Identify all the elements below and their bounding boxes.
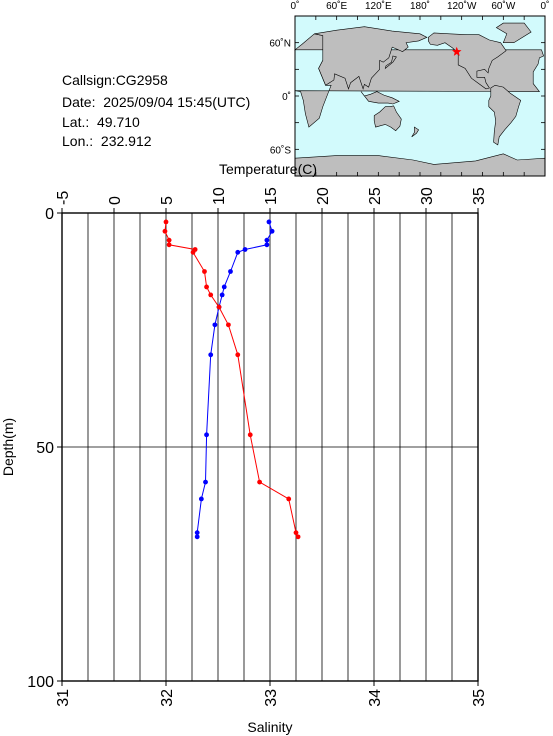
map-longitude-label: 180˚ [410, 0, 430, 12]
callsign-label: Callsign:CG2958 [62, 72, 168, 88]
map-longitude-label: 120˚W [447, 0, 477, 12]
temperature-tick-label: 0 [107, 196, 124, 205]
temperature-point [194, 534, 200, 540]
map-latitude-labels: 60˚N 0˚ 60˚S [269, 38, 291, 157]
salinity-point [286, 496, 292, 502]
salinity-point [202, 269, 207, 274]
salinity-tick-label: 33 [263, 689, 280, 707]
temperature-point [242, 247, 248, 252]
map-longitude-label: 60˚W [491, 0, 515, 12]
temperature-tick-label: 15 [263, 187, 280, 205]
grid-lines [62, 213, 478, 681]
map-latitude-label: 60˚N [269, 38, 291, 50]
station-marker-icon [452, 46, 462, 56]
salinity-point [216, 304, 222, 310]
salinity-point [208, 292, 214, 298]
series-layer [162, 219, 301, 540]
salinity-point [162, 228, 168, 234]
map-land-indonesia [360, 91, 400, 105]
temperature-tick-label: 20 [315, 187, 332, 205]
temperature-point [212, 322, 218, 328]
world-map: 0˚ 60˚E 120˚E 180˚ 120˚W 60˚W 0˚ 60˚N 0˚ 60˚S [269, 0, 550, 177]
latitude-label: Lat.: 49.710 [62, 114, 140, 130]
map-longitude-labels: 0˚ 60˚E 120˚E 180˚ 120˚W 60˚W 0˚ [291, 0, 550, 12]
map-longitude-label: 60˚E [326, 0, 347, 12]
temperature-point [194, 530, 200, 536]
salinity-tick-label: 32 [159, 689, 176, 707]
map-land-australia [373, 105, 402, 132]
salinity-point [226, 322, 231, 328]
axis-ticks [57, 208, 479, 686]
map-land-south-america [488, 84, 522, 146]
salinity-point [247, 432, 253, 438]
salinity-point [293, 530, 299, 536]
temperature-point [266, 219, 272, 225]
salinity-point [295, 534, 301, 540]
salinity-point [166, 237, 172, 243]
temperature-point [221, 284, 227, 290]
longitude-label: Lon.: 232.912 [62, 133, 152, 149]
salinity-tick-label: 31 [55, 689, 72, 707]
temperature-tick-label: -5 [55, 191, 72, 205]
salinity-point [235, 352, 241, 358]
map-land-asia [314, 26, 428, 90]
salinity-tick-labels: 31 32 33 34 35 [55, 689, 488, 707]
salinity-point [166, 242, 172, 248]
salinity-point [163, 219, 169, 225]
salinity-point [257, 479, 262, 485]
temperature-point [269, 228, 275, 234]
temperature-point [208, 352, 214, 358]
temperature-tick-labels: -5 0 5 10 15 20 25 30 35 [55, 187, 488, 205]
map-land-north-america [427, 32, 507, 90]
salinity-axis-title: Salinity [247, 719, 292, 735]
map-longitude-label: 0˚ [291, 0, 300, 12]
temperature-axis-title: Temperature(C) [219, 161, 317, 177]
temperature-tick-label: 35 [471, 187, 488, 205]
salinity-point [204, 284, 209, 290]
map-longitude-label: 120˚E [365, 0, 392, 12]
temperature-tick-label: 30 [419, 187, 436, 205]
temperature-point [264, 237, 270, 243]
salinity-point [190, 249, 196, 255]
depth-tick-label: 0 [45, 206, 54, 223]
map-longitude-label: 0˚ [541, 0, 550, 12]
temperature-point [228, 269, 233, 274]
temperature-point [219, 292, 225, 298]
salinity-tick-label: 34 [367, 689, 384, 707]
map-land-new-zealand [411, 126, 420, 138]
temperature-point [264, 242, 270, 248]
date-label: Date: 2025/09/04 15:45(UTC) [62, 94, 251, 110]
map-latitude-label: 60˚S [270, 144, 291, 156]
temperature-point [235, 249, 241, 255]
map-latitude-label: 0˚ [282, 91, 291, 103]
depth-tick-label: 50 [36, 440, 54, 457]
temperature-tick-label: 10 [211, 187, 228, 205]
temperature-tick-label: 5 [159, 196, 176, 205]
map-land-greenland [495, 22, 532, 44]
map-land-japan [384, 55, 397, 70]
map-frame [294, 15, 546, 177]
temperature-point [203, 479, 208, 485]
temperature-point [204, 432, 209, 438]
salinity-tick-label: 35 [471, 689, 488, 707]
depth-tick-label: 100 [27, 674, 54, 691]
depth-tick-labels: 0 50 100 [27, 206, 54, 691]
temperature-tick-label: 25 [367, 187, 384, 205]
temperature-point [198, 496, 204, 502]
depth-axis-title: Depth(m) [0, 418, 16, 476]
